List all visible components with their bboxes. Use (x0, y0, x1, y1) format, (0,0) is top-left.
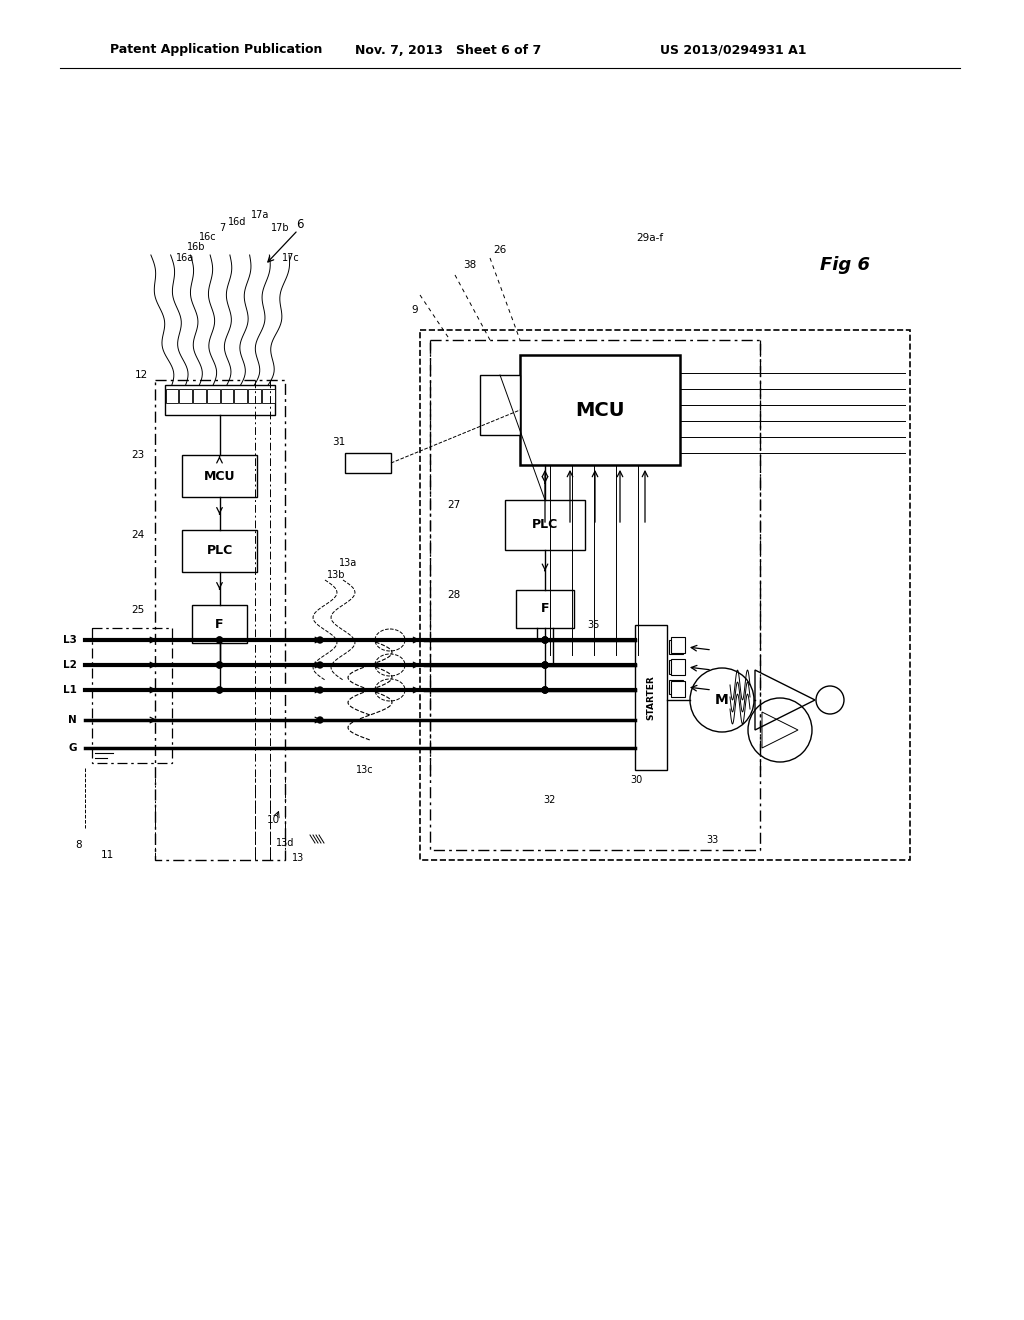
Bar (516, 590, 574, 628)
Bar (182, 531, 257, 572)
Circle shape (216, 638, 222, 643)
Text: MCU: MCU (575, 400, 625, 420)
Bar (179, 389, 193, 403)
Bar (165, 385, 275, 414)
Text: F: F (215, 618, 224, 631)
Text: PLC: PLC (207, 544, 232, 557)
Text: 17b: 17b (270, 223, 290, 234)
Text: 9: 9 (412, 305, 419, 315)
Circle shape (216, 638, 222, 643)
Bar (220, 389, 233, 403)
Bar (669, 640, 683, 653)
Circle shape (317, 717, 323, 723)
Text: 28: 28 (446, 590, 460, 601)
Text: 12: 12 (135, 370, 148, 380)
Text: Patent Application Publication: Patent Application Publication (110, 44, 323, 57)
Text: 33: 33 (706, 836, 718, 845)
Circle shape (542, 686, 548, 693)
Circle shape (216, 663, 222, 668)
Text: 16b: 16b (186, 242, 205, 252)
Text: F: F (541, 602, 549, 615)
Bar (635, 624, 667, 770)
Bar (92, 628, 172, 763)
Text: Fig 6: Fig 6 (820, 256, 870, 275)
Text: 31: 31 (332, 437, 345, 447)
Text: L1: L1 (63, 685, 77, 696)
Circle shape (317, 638, 323, 643)
Bar (480, 375, 520, 436)
Bar (207, 389, 219, 403)
Text: 13d: 13d (275, 838, 294, 847)
Bar (234, 389, 247, 403)
Text: 32: 32 (544, 795, 556, 805)
Text: 27: 27 (446, 500, 460, 510)
Text: STARTER: STARTER (646, 675, 655, 719)
Bar (182, 455, 257, 498)
Text: 10: 10 (266, 814, 280, 825)
Bar (420, 330, 910, 861)
Circle shape (542, 663, 548, 668)
Text: 13: 13 (292, 853, 304, 863)
Circle shape (216, 686, 222, 693)
Text: 13c: 13c (356, 766, 374, 775)
Bar (166, 389, 178, 403)
Text: G: G (69, 743, 77, 752)
Bar (193, 605, 247, 643)
Circle shape (216, 686, 222, 693)
Bar (262, 389, 274, 403)
Bar (430, 341, 760, 850)
Text: 11: 11 (100, 850, 114, 861)
Circle shape (542, 638, 548, 643)
Bar (669, 680, 683, 694)
Bar (669, 660, 683, 675)
Bar (671, 681, 685, 697)
Text: MCU: MCU (204, 470, 236, 483)
Bar (155, 380, 285, 861)
Text: 26: 26 (494, 246, 507, 255)
Text: 35: 35 (587, 620, 599, 630)
Circle shape (317, 686, 323, 693)
Bar (193, 389, 206, 403)
Text: 30: 30 (630, 775, 642, 785)
Bar (671, 638, 685, 653)
Text: 24: 24 (132, 531, 145, 540)
Text: US 2013/0294931 A1: US 2013/0294931 A1 (660, 44, 807, 57)
Text: 16c: 16c (200, 232, 217, 242)
Bar (505, 500, 585, 550)
Circle shape (542, 663, 548, 668)
Text: M: M (715, 693, 729, 708)
Text: 7: 7 (219, 223, 225, 234)
Text: 23: 23 (132, 450, 145, 459)
Circle shape (542, 638, 548, 643)
Text: 6: 6 (296, 219, 304, 231)
Text: PLC: PLC (531, 519, 558, 532)
Text: 13b: 13b (327, 570, 345, 579)
Circle shape (216, 663, 222, 668)
Text: 8: 8 (76, 840, 82, 850)
Circle shape (542, 638, 548, 643)
Bar (345, 453, 391, 473)
Text: 25: 25 (132, 605, 145, 615)
Text: 16d: 16d (227, 216, 246, 227)
Text: 16a: 16a (176, 253, 195, 263)
Circle shape (542, 686, 548, 693)
Text: N: N (69, 715, 77, 725)
Text: L3: L3 (63, 635, 77, 645)
Circle shape (317, 663, 323, 668)
Text: L2: L2 (63, 660, 77, 671)
Text: 17a: 17a (251, 210, 269, 220)
Bar (671, 659, 685, 675)
Text: 13a: 13a (339, 558, 357, 568)
Text: Nov. 7, 2013   Sheet 6 of 7: Nov. 7, 2013 Sheet 6 of 7 (355, 44, 542, 57)
Text: 17c: 17c (283, 253, 300, 263)
Bar (520, 355, 680, 465)
Bar (248, 389, 261, 403)
Circle shape (542, 686, 548, 693)
Text: 29a-f: 29a-f (637, 234, 664, 243)
Circle shape (542, 663, 548, 668)
Text: 38: 38 (464, 260, 476, 271)
